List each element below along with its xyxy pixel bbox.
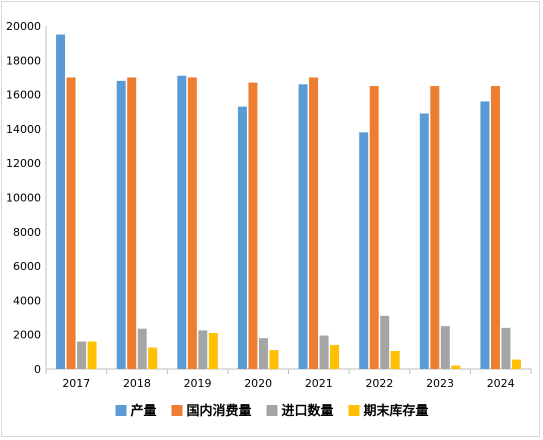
y-tick-label: 8000 — [13, 226, 41, 239]
legend-item: 产量 — [115, 403, 157, 419]
x-tick-label: 2020 — [244, 377, 272, 390]
bar-2021-0 — [298, 84, 308, 369]
bar-2020-2 — [258, 338, 268, 369]
bar-2022-0 — [359, 132, 369, 369]
bar-2022-2 — [380, 315, 390, 369]
bar-2019-0 — [177, 75, 187, 370]
y-tick-label: 4000 — [13, 294, 41, 307]
y-tick-label: 18000 — [6, 54, 41, 67]
y-tick-label: 10000 — [6, 192, 41, 205]
x-tick-label: 2021 — [305, 377, 333, 390]
bar-2017-3 — [87, 341, 97, 369]
bar-2021-2 — [319, 335, 329, 369]
bar-2024-1 — [490, 86, 500, 370]
bar-2024-3 — [511, 359, 521, 369]
bar-2018-2 — [137, 328, 147, 369]
legend-label: 国内消费量 — [187, 403, 252, 419]
legend-swatch — [266, 405, 278, 416]
y-tick-label: 16000 — [6, 89, 41, 102]
bar-2019-1 — [187, 77, 197, 369]
y-tick-label: 20000 — [6, 20, 41, 33]
bar-2024-0 — [480, 101, 490, 370]
bar-2022-1 — [369, 86, 379, 370]
bar-2024-2 — [501, 327, 511, 369]
bar-2021-1 — [309, 77, 319, 369]
legend-swatch — [115, 405, 127, 416]
y-tick-label: 12000 — [6, 157, 41, 170]
bar-2020-1 — [248, 82, 258, 369]
bar-2023-1 — [430, 86, 440, 370]
legend-item: 进口数量 — [266, 403, 334, 419]
y-tick-label: 0 — [34, 363, 41, 376]
bar-2019-3 — [208, 332, 218, 369]
bar-2021-3 — [330, 344, 340, 369]
legend-label: 产量 — [131, 403, 157, 419]
y-tick-label: 6000 — [13, 260, 41, 273]
bar-2017-2 — [77, 341, 87, 369]
bar-2020-0 — [237, 106, 247, 369]
x-tick-label: 2024 — [487, 377, 515, 390]
x-tick-label: 2017 — [62, 377, 90, 390]
bar-2019-2 — [198, 330, 208, 369]
x-tick-label: 2022 — [365, 377, 393, 390]
legend-item: 期末库存量 — [348, 403, 429, 419]
legend-swatch — [171, 405, 183, 416]
bar-2023-3 — [451, 365, 461, 369]
y-tick-label: 14000 — [6, 123, 41, 136]
bar-2017-0 — [56, 34, 66, 369]
bar-2017-1 — [66, 77, 76, 369]
bar-2023-2 — [440, 326, 450, 369]
x-tick-label: 2018 — [123, 377, 151, 390]
bar-2023-0 — [419, 113, 429, 369]
x-tick-label: 2019 — [184, 377, 212, 390]
x-tick-label: 2023 — [426, 377, 454, 390]
bar-2020-3 — [269, 350, 279, 369]
bar-2022-3 — [390, 350, 400, 369]
legend-label: 期末库存量 — [364, 403, 429, 419]
bar-2018-3 — [148, 347, 158, 369]
bar-2018-1 — [127, 77, 137, 369]
legend-swatch — [348, 405, 360, 416]
bar-2018-0 — [116, 80, 126, 369]
y-tick-label: 2000 — [13, 329, 41, 342]
legend-label: 进口数量 — [282, 403, 334, 419]
legend-item: 国内消费量 — [171, 403, 252, 419]
